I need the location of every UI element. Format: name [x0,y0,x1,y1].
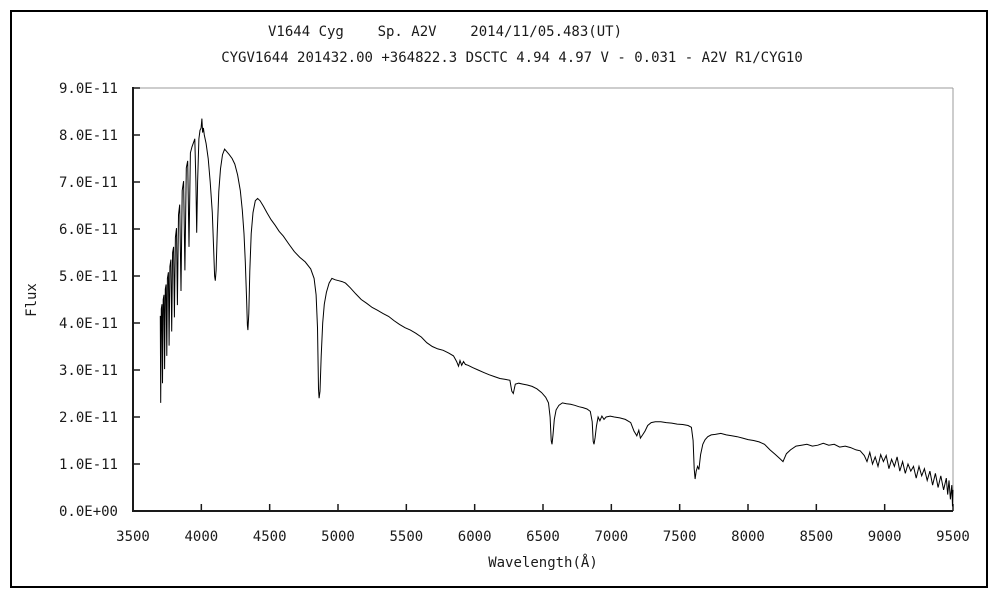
y-tick-label: 3.0E-11 [59,363,118,379]
y-tick-label: 6.0E-11 [59,222,118,238]
x-tick-label: 4000 [184,529,218,545]
y-tick-label: 4.0E-11 [59,316,118,332]
x-tick-label: 8500 [799,529,833,545]
y-tick-label: 5.0E-11 [59,269,118,285]
x-axis-title: Wavelength(Å) [488,554,598,571]
plot-axes [132,87,954,512]
y-tick-label: 7.0E-11 [59,175,118,191]
x-tick-label: 6500 [526,529,560,545]
y-tick-label: 2.0E-11 [59,410,118,426]
x-tick-label: 5500 [389,529,423,545]
y-tick-label: 1.0E-11 [59,457,118,473]
y-tick-label: 0.0E+00 [59,504,118,520]
chart-title: V1644 Cyg Sp. A2V 2014/11/05.483(UT) [267,24,623,40]
x-tick-label: 9000 [868,529,902,545]
y-tick-label: 8.0E-11 [59,128,118,144]
spectrum-trace [159,118,954,507]
x-tick-label: 9500 [936,529,970,545]
x-tick-label: 7000 [594,529,628,545]
x-tick-label: 7500 [663,529,697,545]
x-tick-label: 5000 [321,529,355,545]
chart-subtitle: CYGV1644 201432.00 +364822.3 DSCTC 4.94 … [221,50,803,66]
y-axis-title: Flux [24,283,40,317]
axis-tick-labels: 3500 4000 4500 5000 5500 6000 6500 7000 7500 8000… [59,81,970,545]
x-tick-label: 3500 [116,529,150,545]
axis-ticks [132,87,954,512]
spectrum-trace-group [159,118,954,507]
x-tick-label: 6000 [458,529,492,545]
x-tick-label: 8000 [731,529,765,545]
figure-border [10,10,988,588]
x-tick-label: 4500 [253,529,287,545]
y-tick-label: 9.0E-11 [59,81,118,97]
